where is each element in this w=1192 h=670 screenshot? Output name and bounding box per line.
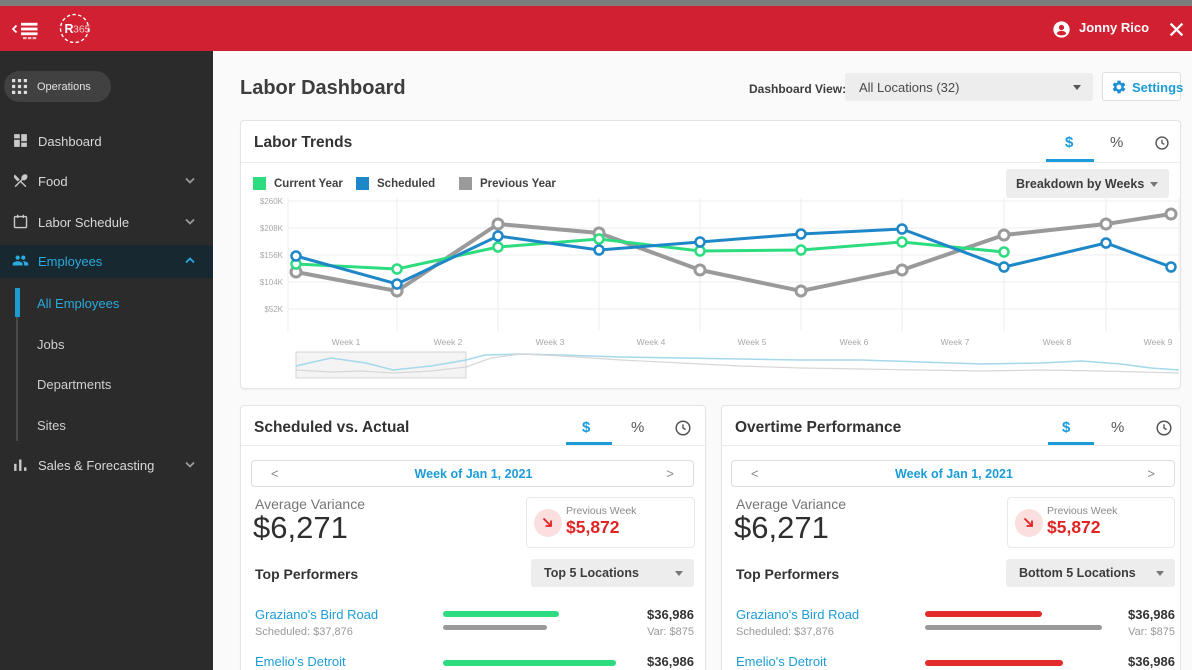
svg-text:Week 6: Week 6 [840, 337, 869, 347]
svg-text:Week 2: Week 2 [434, 337, 463, 347]
svg-text:Week 8: Week 8 [1043, 337, 1072, 347]
svg-text:$104K: $104K [260, 278, 284, 287]
svg-text:365: 365 [73, 24, 91, 36]
svg-text:Week 9: Week 9 [1144, 337, 1173, 347]
svg-text:$208K: $208K [260, 224, 284, 233]
svg-text:Week 1: Week 1 [332, 337, 361, 347]
svg-text:Week 7: Week 7 [941, 337, 970, 347]
svg-text:$260K: $260K [260, 197, 284, 206]
svg-text:Week 3: Week 3 [536, 337, 565, 347]
svg-text:$52K: $52K [264, 305, 283, 314]
svg-text:R: R [65, 22, 74, 36]
svg-text:$156K: $156K [260, 251, 284, 260]
svg-text:Week 5: Week 5 [738, 337, 767, 347]
svg-text:Week 4: Week 4 [637, 337, 666, 347]
